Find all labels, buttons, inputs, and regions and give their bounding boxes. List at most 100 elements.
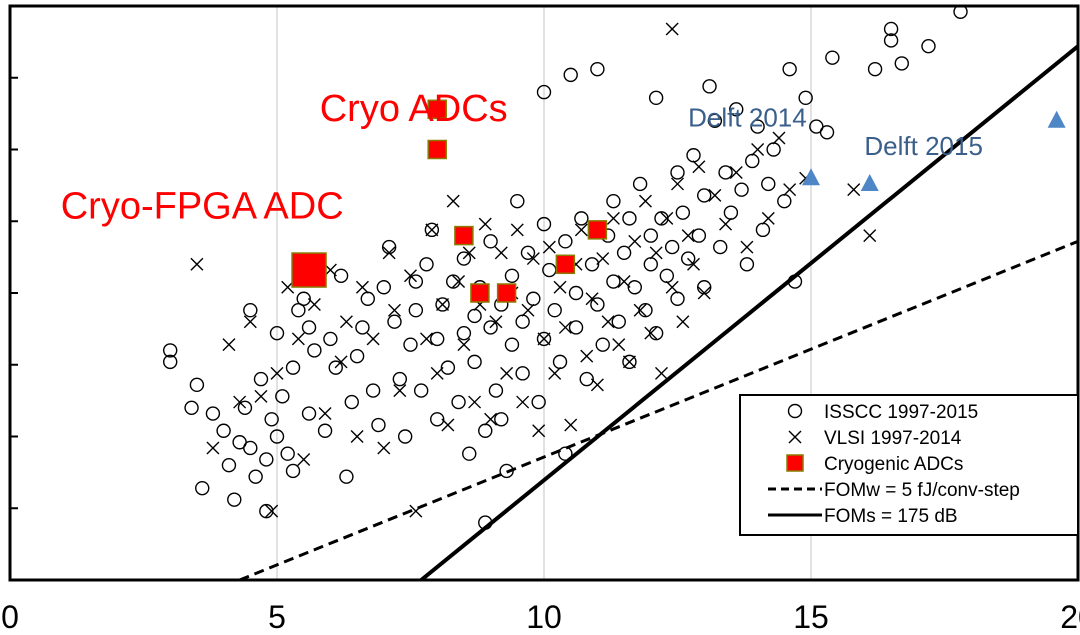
delft-point [860, 173, 879, 191]
isscc-point [558, 234, 573, 249]
isscc-point [413, 383, 429, 398]
isscc-point [883, 21, 899, 37]
legend-label: FOMw = 5 fJ/conv-step [824, 480, 1020, 501]
vlsi-point [687, 257, 701, 271]
isscc-point [718, 165, 733, 180]
isscc-point [739, 257, 755, 272]
cryo-adc-point [291, 252, 327, 288]
isscc-point [195, 480, 210, 496]
isscc-point [536, 216, 552, 232]
isscc-point [355, 320, 370, 335]
isscc-point [547, 303, 562, 318]
vlsi-point [478, 217, 492, 231]
cryo-adc-point [427, 139, 447, 160]
cryo-adc-point [496, 283, 517, 303]
annotation-label: Delft 2014 [688, 103, 807, 133]
isscc-point [478, 515, 493, 530]
vlsi-point [291, 332, 305, 346]
isscc-point [371, 417, 386, 433]
vlsi-point [783, 183, 797, 197]
vlsi-point [366, 332, 380, 346]
isscc-point [707, 113, 723, 129]
legend-label: VLSI 1997-2014 [824, 428, 962, 449]
isscc-point [632, 176, 648, 192]
vlsi-point [468, 395, 482, 409]
isscc-point [162, 343, 178, 358]
isscc-point [787, 403, 803, 419]
isscc-point [259, 503, 274, 519]
vlsi-point [671, 177, 684, 191]
isscc-point [622, 211, 637, 226]
vlsi-point [612, 338, 626, 352]
isscc-point [328, 360, 343, 375]
isscc-point [280, 446, 295, 461]
legend-label: FOMs = 175 dB [824, 506, 958, 527]
vlsi-point [740, 240, 754, 254]
isscc-point [253, 371, 269, 387]
isscc-point [189, 377, 205, 393]
isscc-point [638, 303, 653, 318]
isscc-point [339, 469, 354, 484]
isscc-point [883, 33, 899, 48]
legend-square-swatch [786, 454, 804, 472]
vlsi-point [596, 252, 610, 266]
isscc-point [451, 394, 466, 410]
x-tick-label: 15 [793, 599, 829, 635]
annotation-label: Cryo ADCs [320, 88, 508, 130]
vlsi-point [772, 131, 786, 145]
isscc-point [574, 211, 589, 226]
isscc-point [419, 257, 434, 272]
vlsi-point [339, 315, 353, 329]
isscc-point [424, 222, 440, 238]
y-axis-ticks [10, 76, 18, 510]
delft-point [1047, 110, 1066, 128]
isscc-point [648, 90, 664, 106]
annotations: Cryo ADCs Cryo-FPGA ADC Delft 2014 Delft 20… [61, 88, 983, 228]
vlsi-point [441, 418, 455, 432]
isscc-point [867, 61, 883, 77]
vlsi-point [585, 292, 599, 306]
isscc-point [643, 228, 658, 243]
isscc-point [387, 314, 402, 329]
isscc-point [702, 79, 717, 94]
vlsi-point [521, 303, 535, 317]
vlsi-point [307, 297, 321, 311]
vlsi-point [628, 234, 642, 248]
vlsi-point [574, 223, 588, 237]
isscc-point [606, 274, 621, 289]
vlsi-point [729, 165, 743, 179]
annotation-label: Cryo-FPGA ADC [61, 185, 344, 227]
isscc-point [349, 348, 365, 364]
isscc-point [333, 268, 349, 283]
vlsi-point [500, 366, 514, 380]
isscc-point [243, 303, 258, 318]
vlsi-point [222, 338, 236, 352]
isscc-point [259, 452, 274, 467]
cryo-adc-point [427, 99, 447, 120]
isscc-point [237, 400, 253, 415]
isscc-point [296, 291, 311, 306]
legend: ISSCC 1997-2015 VLSI 1997-2014 Cryogenic A… [739, 394, 1079, 536]
vlsi-point [452, 275, 466, 289]
vlsi-point [660, 211, 674, 225]
isscc-point [291, 303, 306, 318]
isscc-point [616, 245, 632, 261]
fomw-line [239, 239, 1078, 580]
vlsi-point [489, 315, 503, 329]
vlsi-point [206, 441, 220, 455]
isscc-point [184, 400, 199, 415]
vlsi-point [516, 395, 530, 409]
isscc-point [536, 331, 552, 347]
isscc-point [440, 360, 456, 375]
vlsi-point [617, 275, 631, 289]
isscc-point [536, 84, 552, 100]
vlsi-point [254, 389, 268, 403]
isscc-point [787, 274, 803, 289]
delft-point [802, 168, 820, 186]
isscc-point [243, 440, 258, 456]
reference-lines [239, 44, 1078, 580]
isscc-point [403, 337, 418, 352]
isscc-point [611, 314, 626, 329]
vlsi-point [409, 504, 423, 518]
vlsi-point [590, 378, 604, 392]
